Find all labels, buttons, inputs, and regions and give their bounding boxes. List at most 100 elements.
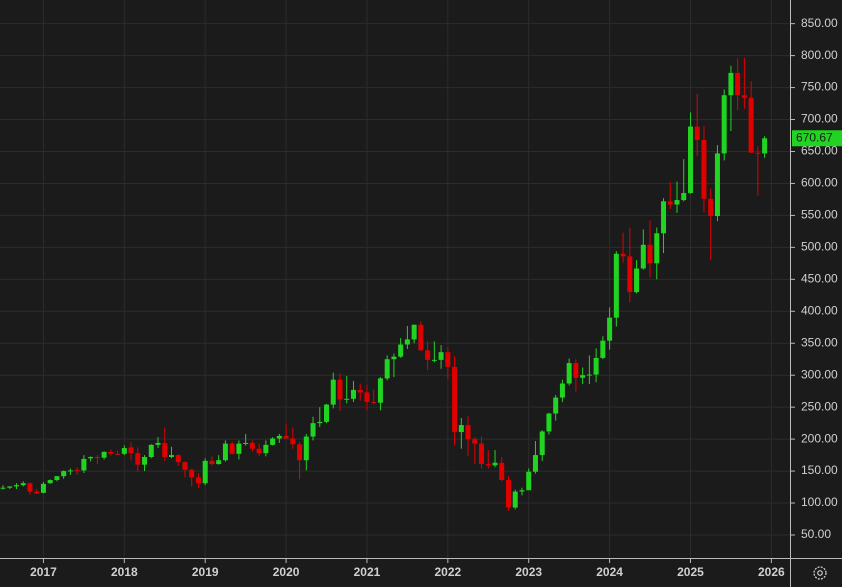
candle-body: [728, 72, 734, 96]
candle-body: [607, 317, 613, 341]
candle-body: [324, 404, 330, 422]
x-tick-label: 2024: [596, 565, 623, 579]
candle-body: [209, 460, 215, 465]
candle-body: [13, 485, 19, 487]
candle-body: [67, 470, 73, 472]
candle-body: [371, 402, 377, 404]
candle-body: [647, 244, 653, 264]
candle-body: [135, 453, 141, 465]
candle-body: [506, 480, 511, 508]
y-tick-label: 150.00: [801, 463, 838, 477]
candle-body: [249, 442, 255, 449]
candle-body: [485, 464, 491, 466]
candle-body: [431, 359, 437, 361]
candle-body: [94, 457, 100, 459]
candle-body: [620, 253, 626, 257]
candle-body: [243, 442, 249, 444]
y-tick-label: 350.00: [801, 335, 838, 349]
candle-body: [0, 487, 6, 489]
candle-body: [54, 476, 60, 481]
x-tick-label: 2026: [758, 565, 785, 579]
candle-body: [425, 350, 431, 360]
candle-body: [330, 379, 336, 405]
candle-body: [195, 477, 201, 484]
candle-body: [115, 453, 121, 455]
candle-body: [377, 378, 383, 403]
x-tick-label: 2021: [354, 565, 381, 579]
candle-body: [128, 447, 134, 454]
candle-body: [357, 389, 363, 393]
candle-body: [350, 389, 356, 399]
candle-body: [472, 439, 478, 444]
last-price-label: 670.67: [796, 130, 833, 144]
y-tick-label: 250.00: [801, 399, 838, 413]
settings-icon[interactable]: [813, 566, 827, 580]
candle-body: [479, 443, 485, 465]
candle-body: [88, 457, 94, 459]
candle-body: [276, 435, 282, 439]
candle-body: [438, 352, 444, 360]
candle-body: [687, 126, 693, 194]
candle-body: [532, 455, 538, 472]
candle-body: [317, 421, 323, 424]
candle-body: [216, 460, 222, 465]
candle-body: [708, 198, 714, 217]
candle-body: [499, 462, 505, 481]
candle-body: [418, 324, 424, 351]
candle-body: [701, 139, 707, 199]
y-tick-label: 850.00: [801, 16, 838, 30]
candle-body: [546, 413, 552, 432]
candle-body: [148, 444, 154, 458]
candle-body: [34, 491, 40, 494]
y-tick-label: 50.00: [801, 527, 831, 541]
y-tick-label: 100.00: [801, 495, 838, 509]
candle-body: [445, 352, 451, 367]
candle-body: [411, 324, 417, 340]
candle-body: [155, 442, 161, 445]
candle-body: [364, 392, 370, 403]
last-price-box: [792, 130, 842, 147]
candle-body: [762, 138, 768, 154]
candle-body: [634, 268, 640, 293]
candle-body: [101, 451, 107, 458]
candle-body: [694, 126, 700, 140]
y-tick-label: 800.00: [801, 48, 838, 62]
y-tick-label: 550.00: [801, 208, 838, 222]
candle-body: [27, 483, 33, 492]
candle-body: [162, 442, 168, 458]
candle-body: [667, 201, 673, 205]
candle-body: [290, 438, 296, 445]
candle-body: [465, 425, 471, 440]
candle-body: [492, 462, 498, 466]
candle-body: [714, 153, 720, 217]
y-tick-label: 200.00: [801, 431, 838, 445]
candle-body: [580, 375, 586, 378]
y-tick-label: 600.00: [801, 176, 838, 190]
candle-body: [74, 469, 80, 471]
x-tick-label: 2022: [434, 565, 461, 579]
candle-body: [586, 374, 592, 376]
y-tick-label: 650.00: [801, 144, 838, 158]
candle-body: [661, 201, 667, 234]
x-tick-label: 2018: [111, 565, 138, 579]
candle-body: [654, 233, 660, 264]
candle-body: [452, 366, 458, 433]
candle-body: [175, 455, 181, 463]
candle-body: [303, 436, 309, 461]
candle-body: [229, 443, 235, 454]
candle-body: [310, 423, 316, 437]
candle-body: [627, 256, 633, 293]
candle-body: [573, 363, 579, 378]
candle-body: [553, 397, 559, 414]
candle-body: [559, 383, 565, 398]
candle-body: [748, 97, 754, 153]
candle-body: [270, 438, 276, 445]
x-tick-label: 2025: [677, 565, 704, 579]
candle-body: [566, 363, 572, 384]
candle-body: [236, 443, 242, 454]
candle-body: [222, 443, 228, 461]
x-tick-label: 2023: [515, 565, 542, 579]
candle-body: [47, 480, 53, 484]
y-tick-label: 750.00: [801, 80, 838, 94]
